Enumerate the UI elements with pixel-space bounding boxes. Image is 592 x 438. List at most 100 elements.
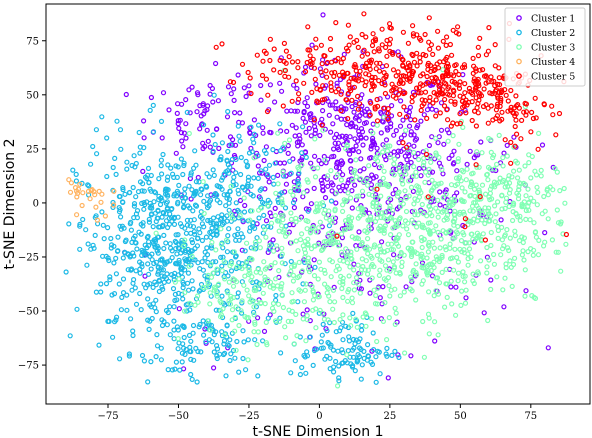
point-cluster-3 <box>337 316 343 323</box>
point-cluster-2 <box>190 208 196 214</box>
point-cluster-2 <box>174 297 180 303</box>
point-cluster-2 <box>232 232 238 238</box>
point-cluster-3 <box>270 248 277 254</box>
point-cluster-2 <box>228 351 234 357</box>
point-cluster-3 <box>388 232 394 238</box>
point-cluster-2 <box>197 230 203 236</box>
point-cluster-3 <box>494 274 500 280</box>
point-cluster-1 <box>194 109 200 115</box>
point-cluster-2 <box>248 245 254 251</box>
point-cluster-2 <box>288 170 294 176</box>
point-cluster-1 <box>292 133 298 139</box>
point-cluster-3 <box>397 293 403 299</box>
point-cluster-1 <box>207 144 213 150</box>
point-cluster-1 <box>255 163 261 169</box>
point-cluster-1 <box>429 169 436 175</box>
point-cluster-3 <box>421 211 427 217</box>
point-cluster-2 <box>103 281 110 287</box>
point-cluster-1 <box>342 135 348 141</box>
point-cluster-3 <box>503 195 510 201</box>
point-cluster-1 <box>261 157 267 164</box>
point-cluster-2 <box>141 200 147 206</box>
point-cluster-3 <box>385 257 392 263</box>
point-cluster-3 <box>210 270 216 276</box>
point-cluster-1 <box>198 113 204 119</box>
point-cluster-5 <box>393 95 399 101</box>
point-cluster-3 <box>392 305 398 311</box>
point-cluster-2 <box>236 369 242 375</box>
point-cluster-3 <box>529 293 535 299</box>
point-cluster-2 <box>299 150 305 156</box>
point-cluster-3 <box>284 231 290 237</box>
point-cluster-2 <box>181 191 187 197</box>
point-cluster-1 <box>356 229 362 235</box>
point-cluster-1 <box>308 133 314 139</box>
point-cluster-5 <box>382 90 388 97</box>
point-cluster-2 <box>245 337 251 343</box>
point-cluster-1 <box>294 108 301 114</box>
point-cluster-5 <box>283 60 289 66</box>
point-cluster-2 <box>246 264 252 270</box>
point-cluster-5 <box>329 59 335 65</box>
point-cluster-2 <box>117 214 124 220</box>
point-cluster-3 <box>337 279 343 285</box>
point-cluster-1 <box>400 117 406 123</box>
point-cluster-2 <box>173 359 179 365</box>
point-cluster-3 <box>496 132 502 138</box>
point-cluster-3 <box>304 317 310 323</box>
point-cluster-2 <box>191 165 197 171</box>
point-cluster-1 <box>188 196 194 202</box>
point-cluster-3 <box>504 227 510 233</box>
point-cluster-2 <box>169 218 175 224</box>
point-cluster-3 <box>245 315 251 321</box>
point-cluster-2 <box>117 127 124 133</box>
point-cluster-3 <box>359 241 365 247</box>
point-cluster-1 <box>336 134 343 140</box>
point-cluster-1 <box>284 108 290 114</box>
point-cluster-3 <box>462 273 468 279</box>
point-cluster-1 <box>300 194 306 200</box>
point-cluster-3 <box>433 223 439 229</box>
point-cluster-3 <box>439 252 445 259</box>
point-cluster-3 <box>381 114 387 120</box>
point-cluster-1 <box>335 140 341 146</box>
point-cluster-2 <box>145 379 151 385</box>
point-cluster-3 <box>525 200 532 206</box>
point-cluster-2 <box>158 345 164 351</box>
point-cluster-3 <box>370 200 376 206</box>
point-cluster-1 <box>300 311 306 317</box>
point-cluster-3 <box>304 313 310 319</box>
point-cluster-3 <box>310 297 316 303</box>
point-cluster-2 <box>146 271 152 277</box>
point-cluster-1 <box>213 60 219 67</box>
point-cluster-5 <box>400 140 406 146</box>
point-cluster-1 <box>332 140 338 146</box>
point-cluster-1 <box>406 123 413 129</box>
point-cluster-5 <box>433 113 439 119</box>
point-cluster-3 <box>340 202 346 208</box>
point-cluster-3 <box>359 188 366 194</box>
point-cluster-2 <box>228 142 234 148</box>
point-cluster-3 <box>466 246 473 252</box>
point-cluster-3 <box>313 209 319 215</box>
point-cluster-5 <box>393 73 399 79</box>
point-cluster-2 <box>225 108 231 115</box>
point-cluster-2 <box>350 310 356 316</box>
point-cluster-3 <box>409 249 416 255</box>
point-cluster-1 <box>281 160 287 166</box>
point-cluster-5 <box>387 41 393 47</box>
point-cluster-2 <box>210 327 216 333</box>
point-cluster-3 <box>332 299 338 305</box>
point-cluster-1 <box>408 129 414 135</box>
point-cluster-2 <box>107 277 113 283</box>
point-cluster-1 <box>173 150 179 156</box>
point-cluster-1 <box>329 188 335 194</box>
point-cluster-5 <box>345 115 351 122</box>
point-cluster-5 <box>440 38 446 44</box>
point-cluster-3 <box>366 163 372 169</box>
point-cluster-3 <box>239 298 245 304</box>
point-cluster-3 <box>426 289 432 295</box>
point-cluster-2 <box>63 269 69 275</box>
point-cluster-3 <box>370 130 376 136</box>
point-cluster-3 <box>425 172 431 178</box>
